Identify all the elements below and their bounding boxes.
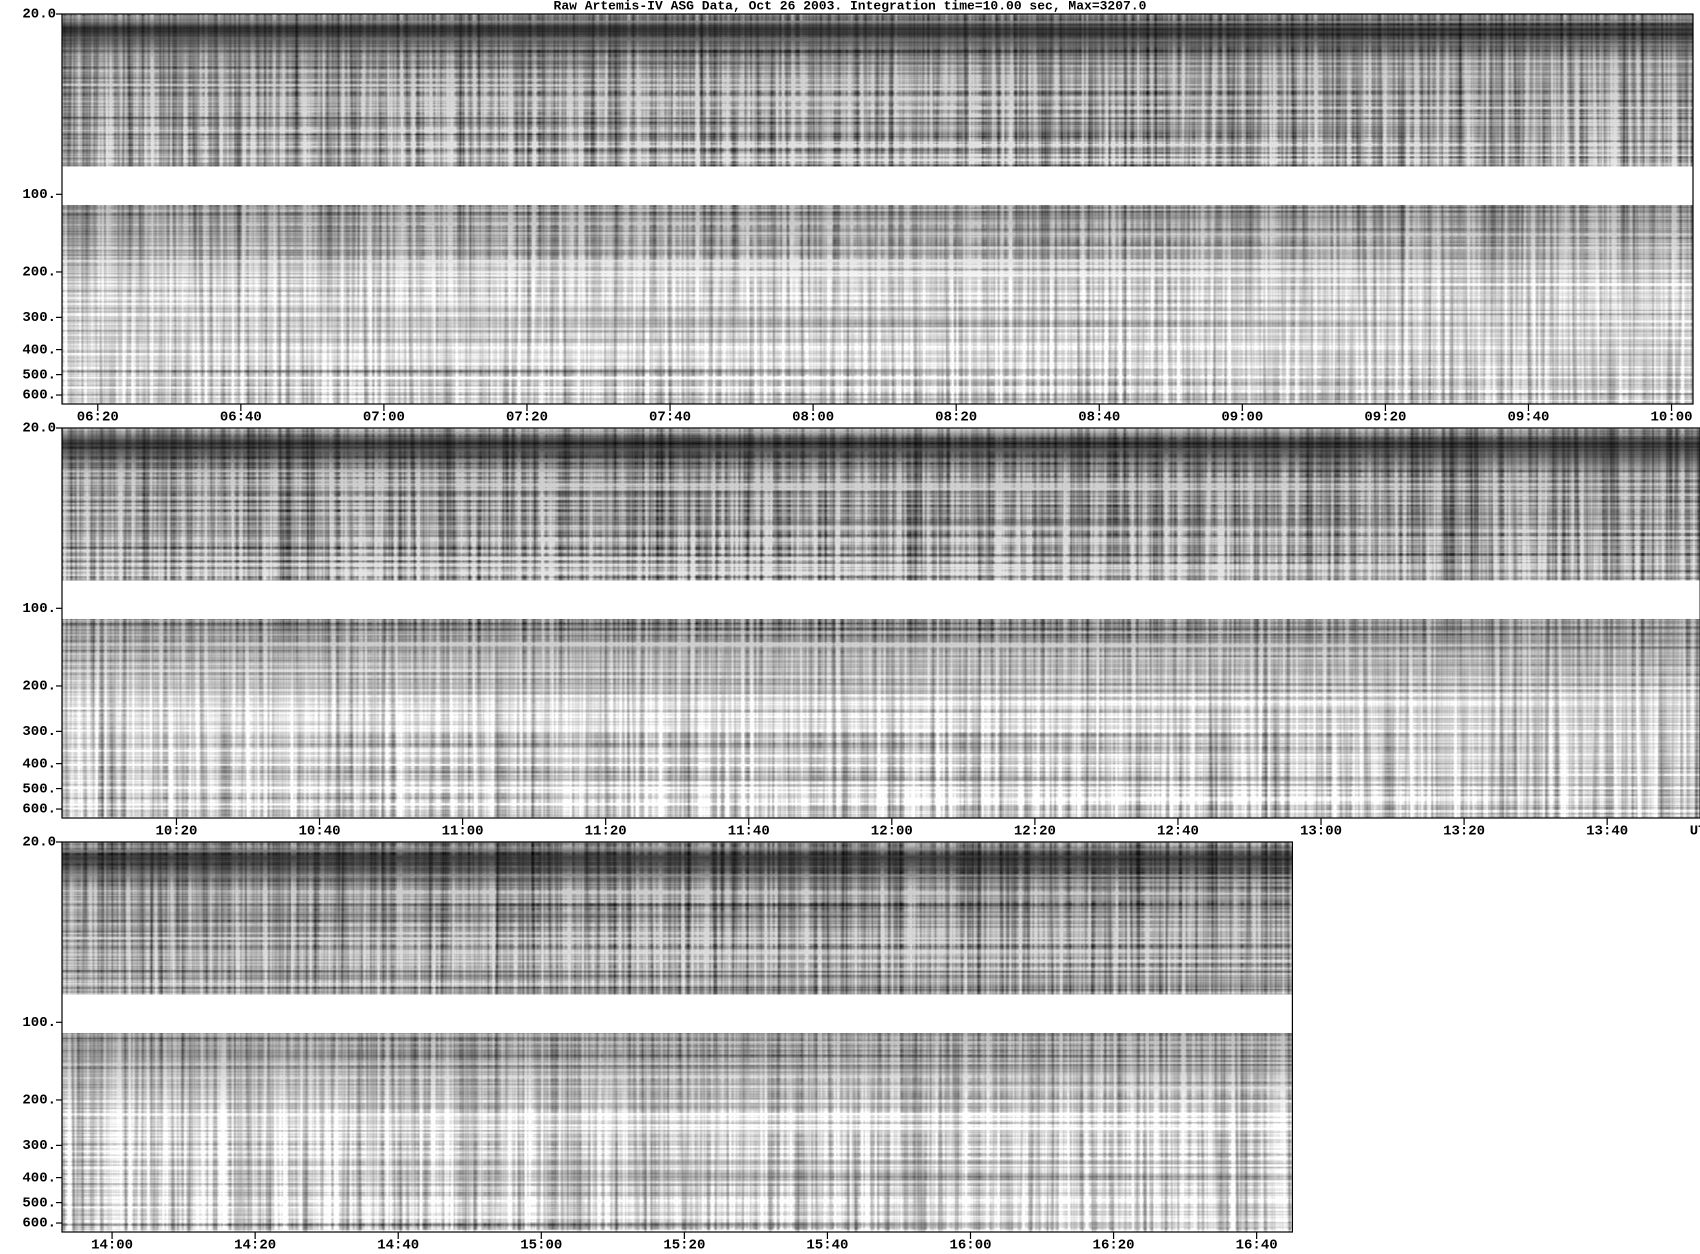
y-tick-label: 300. (22, 724, 56, 740)
x-tick-label: 15:00 (520, 1238, 562, 1254)
y-tick-label: 100. (22, 601, 56, 617)
y-tick-label: 500. (22, 367, 56, 383)
x-tick-label: 16:00 (949, 1238, 991, 1254)
x-tick-label: 11:20 (585, 824, 627, 840)
band-shading (62, 842, 1293, 995)
x-tick-label: 16:20 (1093, 1238, 1135, 1254)
y-tick-label: 100. (22, 187, 56, 203)
x-tick-label: 15:20 (663, 1238, 705, 1254)
x-tick-label: 08:20 (935, 410, 977, 426)
x-tick-label: 06:40 (220, 410, 262, 426)
x-tick-label: 09:20 (1364, 410, 1406, 426)
x-tick-label: 10:40 (299, 824, 341, 840)
x-tick-label: 14:40 (377, 1238, 419, 1254)
x-unit-label: UT (1690, 824, 1700, 840)
y-tick-label: 600. (22, 388, 56, 404)
x-tick-label: 13:40 (1586, 824, 1628, 840)
y-tick-label: 400. (22, 1170, 56, 1186)
plot-frame (61, 427, 1700, 819)
x-tick-label: 08:00 (792, 410, 834, 426)
y-tick-label: 500. (22, 781, 56, 797)
y-tick-label: 200. (22, 265, 56, 281)
y-tick-label: 300. (22, 1138, 56, 1154)
x-tick-label: 10:00 (1651, 410, 1693, 426)
band-shading (62, 204, 1693, 404)
y-tick-label: 400. (22, 756, 56, 772)
x-tick-label: 14:00 (91, 1238, 133, 1254)
y-tick-label: 20.0 (22, 835, 56, 851)
panel: 20.0 100. 200. 300. 400. 500. 600. 14:00 14:20 14… (22, 835, 1294, 1254)
x-tick-label: 13:00 (1300, 824, 1342, 840)
y-tick-label: 20.0 (22, 7, 56, 23)
x-tick-label: 16:40 (1236, 1238, 1278, 1254)
x-tick-label: 09:40 (1507, 410, 1549, 426)
y-tick-label: 300. (22, 310, 56, 326)
x-tick-label: 07:40 (649, 410, 691, 426)
x-tick-label: 11:00 (442, 824, 484, 840)
y-tick-label: 500. (22, 1195, 56, 1211)
y-tick-label: 600. (22, 1216, 56, 1232)
y-tick-label: 20.0 (22, 421, 56, 437)
x-tick-label: 12:00 (871, 824, 913, 840)
x-tick-label: 09:00 (1221, 410, 1263, 426)
band-shading (62, 1032, 1293, 1232)
chart-title: Raw Artemis-IV ASG Data, Oct 26 2003. In… (554, 0, 1147, 13)
x-tick-label: 10:20 (155, 824, 197, 840)
plot-frame (61, 13, 1694, 405)
panel: 20.0 100. 200. 300. 400. 500. 600. 06:20 06:40 07… (22, 7, 1694, 426)
panel: 20.0 100. 200. 300. 400. 500. 600. 10:20 10:40 11… (22, 421, 1700, 840)
band-shading (62, 618, 1700, 818)
band-shading (62, 14, 1693, 167)
x-tick-label: 07:00 (363, 410, 405, 426)
x-tick-label: 11:40 (728, 824, 770, 840)
x-tick-label: 14:20 (234, 1238, 276, 1254)
y-tick-label: 400. (22, 342, 56, 358)
y-tick-label: 600. (22, 802, 56, 818)
x-tick-label: 06:20 (77, 410, 119, 426)
x-tick-label: 08:40 (1078, 410, 1120, 426)
x-tick-label: 15:40 (806, 1238, 848, 1254)
plot-frame (61, 841, 1294, 1233)
x-tick-label: 12:20 (1014, 824, 1056, 840)
band-shading (62, 428, 1700, 581)
x-tick-label: 07:20 (506, 410, 548, 426)
x-tick-label: 12:40 (1157, 824, 1199, 840)
x-tick-label: 13:20 (1443, 824, 1485, 840)
y-tick-label: 200. (22, 679, 56, 695)
y-tick-label: 100. (22, 1015, 56, 1031)
y-tick-label: 200. (22, 1093, 56, 1109)
